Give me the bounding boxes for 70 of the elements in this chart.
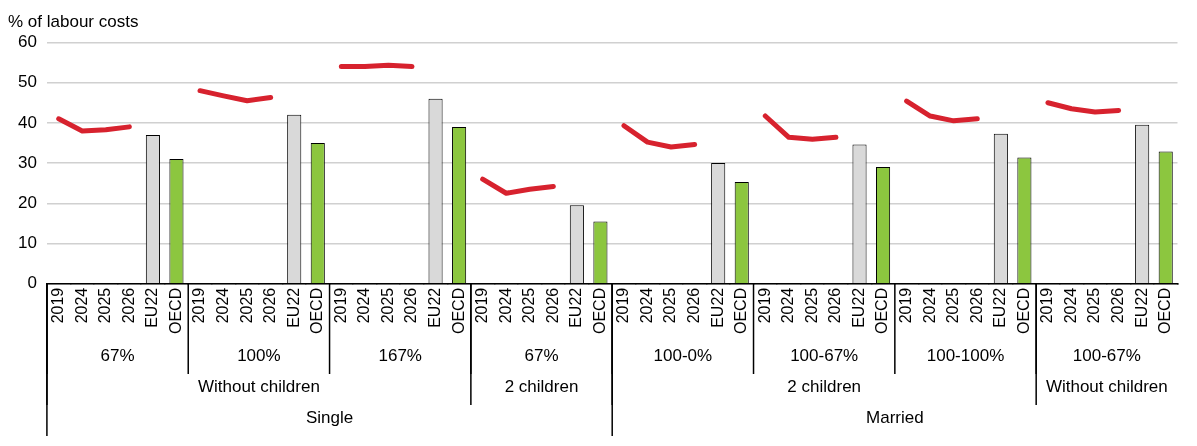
x-tick-label: 2025	[802, 287, 820, 324]
x-tick-label: OECD	[1156, 287, 1174, 335]
x-tick-label: 2024	[779, 287, 797, 324]
y-tick-label: 60	[17, 32, 37, 52]
x-tick-label: EU22	[849, 287, 867, 328]
x-tick-label: 2026	[261, 287, 279, 324]
x-tick-label: 2019	[473, 287, 491, 324]
y-tick-label: 0	[27, 273, 37, 293]
x-tick-label: 2026	[1109, 287, 1127, 324]
x-tick-label: 2025	[1085, 287, 1103, 324]
x-tick-label: 2024	[72, 287, 90, 324]
x-tick-label: 2025	[378, 287, 396, 324]
text: 2 children	[787, 376, 862, 396]
y-tick-label: 30	[17, 152, 37, 172]
x-tick-label: OECD	[449, 287, 467, 335]
x-tick-label: 2025	[661, 287, 679, 324]
x-tick-label: 2019	[755, 287, 773, 324]
x-tick-label: 2024	[920, 287, 938, 324]
text: Without children	[1045, 376, 1168, 396]
x-tick-label: 2026	[685, 287, 703, 324]
x-tick-label: 2025	[96, 287, 114, 324]
x-tick-label: EU22	[143, 287, 161, 328]
y-tick-label: 20	[17, 193, 37, 212]
x-tick-label: 2024	[637, 287, 655, 324]
text: 2 children	[504, 376, 579, 396]
x-tick-label: 2024	[496, 287, 514, 324]
x-tick-label: OECD	[308, 287, 326, 335]
y-tick-label: 40	[17, 112, 37, 132]
y-tick-label: 10	[17, 233, 37, 253]
text: Single	[305, 407, 354, 427]
x-tick-label: EU22	[567, 287, 585, 328]
x-tick-label: EU22	[991, 287, 1009, 328]
x-tick-label: EU22	[284, 287, 302, 328]
x-tick-label: 2026	[543, 287, 561, 324]
x-tick-label: OECD	[166, 287, 184, 335]
text: Without children	[197, 376, 320, 396]
x-tick-label: EU22	[425, 287, 443, 328]
x-tick-label: 2019	[331, 287, 349, 324]
text: 67%	[100, 345, 135, 365]
y-tick-label: 50	[17, 72, 37, 92]
x-tick-label: 2025	[237, 287, 255, 324]
x-tick-label: 2019	[897, 287, 915, 324]
text: 100-67%	[1072, 345, 1141, 365]
x-tick-label: 2024	[1061, 287, 1079, 324]
x-tick-label: 2026	[967, 287, 985, 324]
text: 67%	[524, 345, 559, 365]
x-tick-label: 2026	[119, 287, 137, 324]
x-tick-label: 2019	[614, 287, 632, 324]
x-tick-label: 2024	[213, 287, 231, 324]
x-tick-label: 2025	[944, 287, 962, 324]
x-tick-label: 2026	[402, 287, 420, 324]
x-tick-label: 2025	[520, 287, 538, 324]
text: 100-0%	[653, 345, 713, 365]
text: 167%	[378, 345, 422, 365]
x-tick-label: 2026	[826, 287, 844, 324]
x-tick-label: EU22	[708, 287, 726, 328]
text: 100-100%	[926, 345, 1005, 365]
x-tick-label: 2019	[1038, 287, 1056, 324]
x-tick-label: 2024	[355, 287, 373, 324]
x-tick-label: OECD	[873, 287, 891, 335]
y-axis-title: % of labour costs	[8, 11, 139, 31]
x-tick-label: EU22	[1132, 287, 1150, 328]
x-tick-label: 2019	[49, 287, 67, 324]
text: 100-67%	[790, 345, 859, 365]
text: 100%	[237, 345, 281, 365]
x-tick-label: OECD	[590, 287, 608, 335]
x-tick-label: OECD	[1014, 287, 1032, 335]
x-tick-label: 2019	[190, 287, 208, 324]
text: Married	[866, 407, 924, 427]
x-tick-label: OECD	[732, 287, 750, 335]
